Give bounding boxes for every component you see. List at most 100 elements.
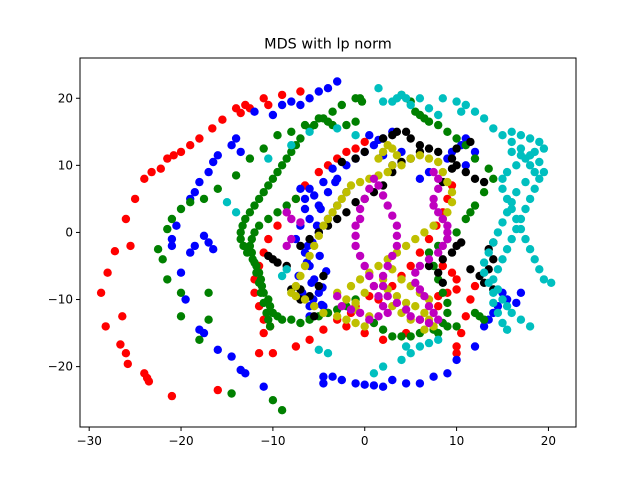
data-point	[277, 406, 287, 415]
data-point	[392, 221, 402, 230]
data-point	[378, 302, 388, 311]
data-point	[502, 325, 512, 334]
data-point	[484, 164, 493, 173]
data-point	[443, 369, 452, 378]
x-tick-label: −20	[168, 434, 193, 448]
data-point	[236, 228, 245, 237]
data-point	[424, 104, 434, 113]
data-point	[310, 312, 319, 321]
data-point	[277, 100, 287, 110]
data-point	[282, 201, 291, 210]
data-point	[388, 211, 397, 220]
data-point	[147, 167, 156, 177]
data-point	[369, 174, 379, 183]
data-point	[365, 315, 374, 324]
data-point	[484, 278, 493, 287]
data-point	[291, 194, 301, 204]
data-point	[438, 241, 447, 251]
data-point	[489, 298, 498, 308]
data-point	[312, 221, 322, 230]
data-point	[493, 228, 503, 237]
data-point	[438, 261, 447, 271]
data-point	[355, 275, 365, 284]
data-point	[319, 372, 328, 381]
data-point	[333, 292, 342, 301]
data-point	[392, 292, 402, 301]
data-point	[512, 214, 521, 224]
data-point	[461, 161, 470, 170]
data-point	[314, 114, 323, 123]
data-point	[264, 154, 273, 163]
data-point	[337, 194, 346, 204]
data-point	[351, 231, 360, 240]
data-point	[369, 381, 379, 390]
data-point	[342, 120, 351, 130]
data-point	[443, 322, 452, 331]
data-point	[351, 154, 360, 163]
data-point	[199, 231, 209, 240]
data-point	[484, 248, 493, 257]
data-point	[351, 298, 360, 308]
data-point	[273, 131, 282, 140]
data-point	[351, 144, 360, 153]
x-tick-label: 0	[361, 434, 369, 448]
data-point	[333, 124, 342, 133]
data-point	[167, 234, 177, 244]
data-point	[479, 177, 489, 187]
data-point	[209, 245, 218, 254]
data-point	[323, 84, 333, 93]
data-point	[282, 208, 291, 217]
data-point	[401, 241, 411, 251]
data-point	[521, 234, 530, 244]
data-point	[199, 194, 209, 204]
data-point	[213, 385, 222, 395]
data-point	[254, 349, 264, 358]
data-point	[479, 258, 489, 267]
data-point	[411, 302, 420, 311]
data-point	[250, 288, 259, 297]
data-point	[392, 151, 402, 160]
data-point	[429, 167, 438, 177]
data-point	[287, 315, 296, 324]
data-point	[443, 127, 452, 136]
data-point	[264, 214, 273, 224]
data-point	[466, 295, 475, 304]
data-point	[351, 198, 360, 207]
data-point	[434, 157, 443, 167]
data-point	[447, 198, 457, 207]
data-point	[176, 288, 186, 297]
data-point	[360, 147, 369, 157]
data-point	[176, 204, 186, 214]
data-point	[489, 174, 498, 183]
data-point	[374, 261, 383, 271]
data-point	[186, 141, 195, 150]
data-point	[144, 377, 154, 386]
data-point	[383, 292, 392, 301]
data-point	[296, 241, 305, 251]
data-point	[282, 154, 291, 163]
x-tick-label: 20	[541, 434, 556, 448]
data-point	[305, 214, 314, 224]
data-point	[406, 134, 415, 143]
data-point	[420, 292, 429, 301]
data-point	[434, 302, 443, 311]
data-point	[199, 328, 209, 338]
data-point	[121, 214, 131, 224]
data-point	[452, 134, 461, 143]
data-point	[516, 144, 526, 153]
data-point	[415, 151, 425, 160]
data-point	[383, 167, 392, 177]
axes-layer: −30 −20 −10 0 10 20 −20 −10 0 10 20	[48, 57, 577, 448]
data-point	[241, 214, 250, 224]
data-point	[208, 124, 217, 133]
data-point	[163, 224, 172, 234]
data-point	[525, 322, 535, 331]
data-point	[254, 221, 264, 230]
data-point	[535, 265, 544, 274]
data-point	[447, 164, 457, 173]
data-point	[424, 234, 434, 244]
data-point	[167, 214, 177, 224]
data-point	[342, 322, 351, 331]
data-point	[466, 137, 475, 147]
data-point	[296, 271, 305, 281]
